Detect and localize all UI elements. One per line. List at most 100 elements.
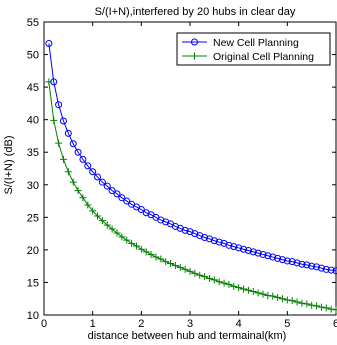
data-point (240, 245, 248, 253)
data-point (225, 280, 233, 288)
data-point (201, 234, 209, 242)
x-tick-label: 4 (236, 318, 242, 330)
data-point (108, 187, 116, 195)
data-point (79, 194, 87, 202)
data-point (147, 250, 155, 258)
data-point (244, 286, 252, 294)
legend-marker (191, 52, 198, 60)
y-tick-label: 30 (27, 180, 39, 192)
data-point (69, 140, 77, 148)
data-point (128, 239, 136, 247)
data-point (137, 206, 145, 214)
data-point (205, 275, 213, 283)
data-point (113, 190, 121, 198)
data-point (313, 302, 321, 310)
data-point (225, 241, 233, 249)
data-point (313, 263, 321, 271)
data-point (244, 247, 252, 255)
data-point (201, 273, 209, 281)
data-point (215, 278, 223, 286)
data-point (293, 259, 301, 267)
data-point (98, 217, 106, 225)
data-point (288, 258, 296, 266)
data-point (254, 249, 262, 257)
data-point (230, 243, 238, 251)
data-point (269, 253, 277, 261)
chart-title: S/(I+N),interfered by 20 hubs in clear d… (95, 6, 296, 18)
legend: New Cell Planning Original Cell Planning (176, 32, 331, 66)
data-point (162, 258, 170, 266)
data-point (259, 290, 267, 298)
data-point (327, 266, 335, 274)
data-point (308, 301, 316, 309)
data-point (264, 291, 272, 299)
data-point (230, 282, 238, 290)
y-tick-label: 10 (27, 310, 39, 322)
x-tick-label: 3 (187, 318, 193, 330)
data-point (303, 261, 311, 269)
data-point (293, 298, 301, 306)
x-tick-label: 0 (41, 318, 47, 330)
data-point (249, 288, 257, 296)
data-point (332, 306, 337, 314)
data-point (317, 264, 325, 272)
data-point (274, 254, 282, 262)
data-point (74, 148, 82, 156)
y-tick-label: 50 (27, 50, 39, 62)
data-point (317, 303, 325, 311)
data-point (94, 173, 102, 181)
data-point (240, 285, 248, 293)
data-point (249, 248, 257, 256)
y-tick-label: 40 (27, 115, 39, 127)
data-point (59, 117, 67, 125)
data-point (98, 178, 106, 186)
data-point (103, 182, 111, 190)
data-point (215, 238, 223, 246)
data-point (235, 284, 243, 292)
x-axis-label: distance between hub and termainal(km) (88, 330, 287, 342)
x-tick-label: 6 (333, 318, 337, 330)
data-point (196, 271, 204, 279)
y-axis-label: S/(I+N) (dB) (3, 136, 15, 195)
data-point (123, 197, 131, 205)
data-point (322, 265, 330, 273)
data-point (327, 305, 335, 313)
data-point (264, 252, 272, 260)
data-point (50, 116, 58, 124)
data-point (64, 168, 72, 176)
data-point (69, 178, 77, 186)
y-tick-label: 45 (27, 82, 39, 94)
data-point (152, 253, 160, 261)
data-point (288, 297, 296, 305)
data-point (235, 244, 243, 252)
data-point (167, 260, 175, 268)
data-point (259, 250, 267, 258)
data-point (55, 101, 63, 109)
data-point (84, 162, 92, 170)
y-tick-label: 20 (27, 245, 39, 257)
y-tick-label: 25 (27, 212, 39, 224)
data-point (176, 263, 184, 271)
data-point (298, 299, 306, 307)
data-point (113, 229, 121, 237)
data-point (254, 289, 262, 297)
data-point (283, 296, 291, 304)
data-point (269, 292, 277, 300)
data-point (59, 155, 67, 163)
data-point (171, 262, 179, 270)
data-point (210, 276, 218, 284)
x-tick-label: 1 (90, 318, 96, 330)
data-point (74, 187, 82, 195)
data-point (64, 129, 72, 137)
legend-label: Original Cell Planning (213, 51, 314, 63)
x-tick-label: 5 (284, 318, 290, 330)
data-point (118, 233, 126, 241)
data-point (332, 267, 337, 275)
data-point (298, 260, 306, 268)
data-point (274, 293, 282, 301)
data-point (103, 221, 111, 229)
x-tick-label: 2 (138, 318, 144, 330)
data-point (322, 304, 330, 312)
data-point (123, 236, 131, 244)
data-point (89, 207, 97, 215)
